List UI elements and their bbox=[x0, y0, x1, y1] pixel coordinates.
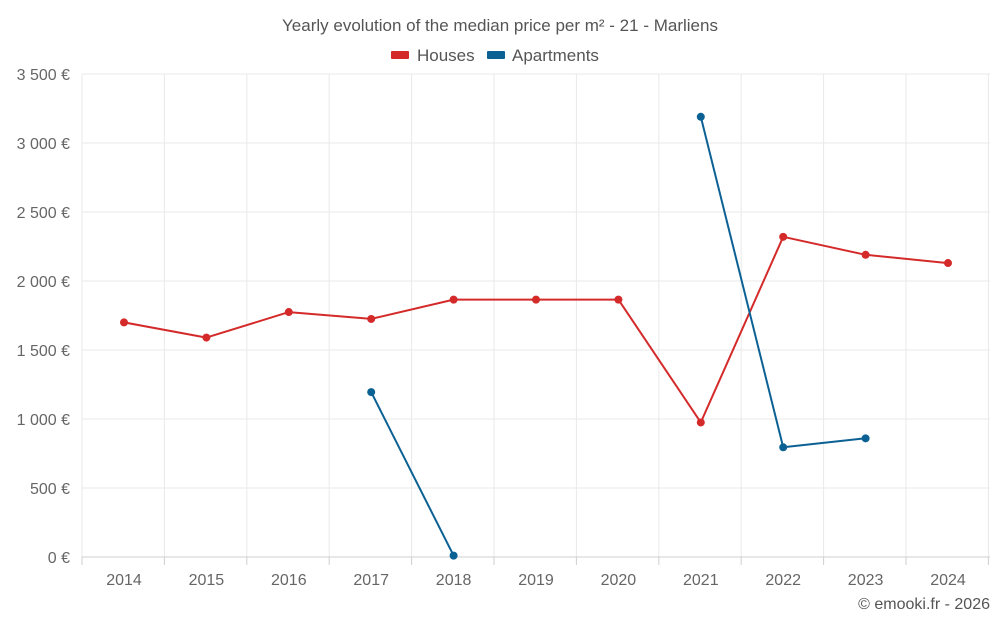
legend: Houses Apartments bbox=[391, 46, 599, 65]
legend-swatch-houses bbox=[391, 51, 409, 59]
legend-label-apartments: Apartments bbox=[512, 46, 599, 65]
legend-label-houses: Houses bbox=[417, 46, 475, 65]
data-point-houses bbox=[944, 259, 952, 268]
data-point-houses bbox=[614, 295, 623, 304]
series-line-houses bbox=[123, 235, 949, 424]
series-line-apartments bbox=[699, 116, 866, 449]
x-tick-label: 2019 bbox=[518, 572, 554, 589]
y-tick-label: 2 500 € bbox=[17, 205, 70, 222]
credit-text: © emooki.fr - 2026 bbox=[858, 596, 990, 613]
y-tick-label: 1 500 € bbox=[17, 343, 70, 360]
legend-item-houses[interactable]: Houses bbox=[391, 46, 475, 65]
x-tick-label: 2023 bbox=[848, 572, 884, 589]
x-tick-label: 2018 bbox=[436, 572, 472, 589]
data-point-houses bbox=[696, 418, 705, 427]
x-tick-label: 2016 bbox=[271, 572, 307, 589]
data-point-apartments bbox=[367, 388, 376, 397]
data-point-houses bbox=[284, 308, 293, 317]
y-tick-label: 3 500 € bbox=[17, 67, 70, 84]
data-point-houses bbox=[367, 314, 376, 323]
legend-item-apartments[interactable]: Apartments bbox=[487, 46, 599, 65]
x-tick-label: 2024 bbox=[930, 572, 966, 589]
data-point-apartments bbox=[449, 551, 458, 560]
series bbox=[120, 112, 952, 560]
series-houses bbox=[120, 232, 952, 427]
chart-title: Yearly evolution of the median price per… bbox=[282, 16, 718, 35]
y-tick-label: 0 € bbox=[48, 550, 70, 567]
x-tick-label: 2022 bbox=[765, 572, 801, 589]
data-point-houses bbox=[449, 295, 458, 304]
x-tick-label: 2015 bbox=[189, 572, 225, 589]
y-tick-label: 1 000 € bbox=[17, 412, 70, 429]
grid bbox=[81, 73, 990, 557]
data-point-apartments bbox=[779, 443, 788, 452]
data-point-houses bbox=[861, 250, 870, 259]
data-point-houses bbox=[120, 318, 128, 327]
y-axis: 0 € 500 € 1 000 € 1 500 € 2 000 € 2 500 € 3 00… bbox=[17, 67, 70, 567]
x-tick-label: 2014 bbox=[106, 572, 142, 589]
legend-swatch-apartments bbox=[487, 51, 505, 59]
y-tick-label: 500 € bbox=[30, 481, 70, 498]
x-tick-label: 2021 bbox=[683, 572, 719, 589]
y-tick-label: 3 000 € bbox=[17, 136, 70, 153]
data-point-houses bbox=[532, 295, 540, 304]
data-point-houses bbox=[779, 232, 788, 241]
data-point-houses bbox=[202, 333, 211, 342]
x-axis: 2014 2015 2016 2017 2018 2019 2020 2021 2022 2023… bbox=[81, 556, 990, 589]
x-tick-label: 2017 bbox=[353, 572, 389, 589]
x-tick-label: 2020 bbox=[601, 572, 637, 589]
series-apartments bbox=[367, 112, 870, 560]
data-point-apartments bbox=[696, 112, 705, 121]
y-tick-label: 2 000 € bbox=[17, 274, 70, 291]
data-point-apartments bbox=[861, 434, 870, 443]
series-line-apartments bbox=[370, 391, 455, 557]
